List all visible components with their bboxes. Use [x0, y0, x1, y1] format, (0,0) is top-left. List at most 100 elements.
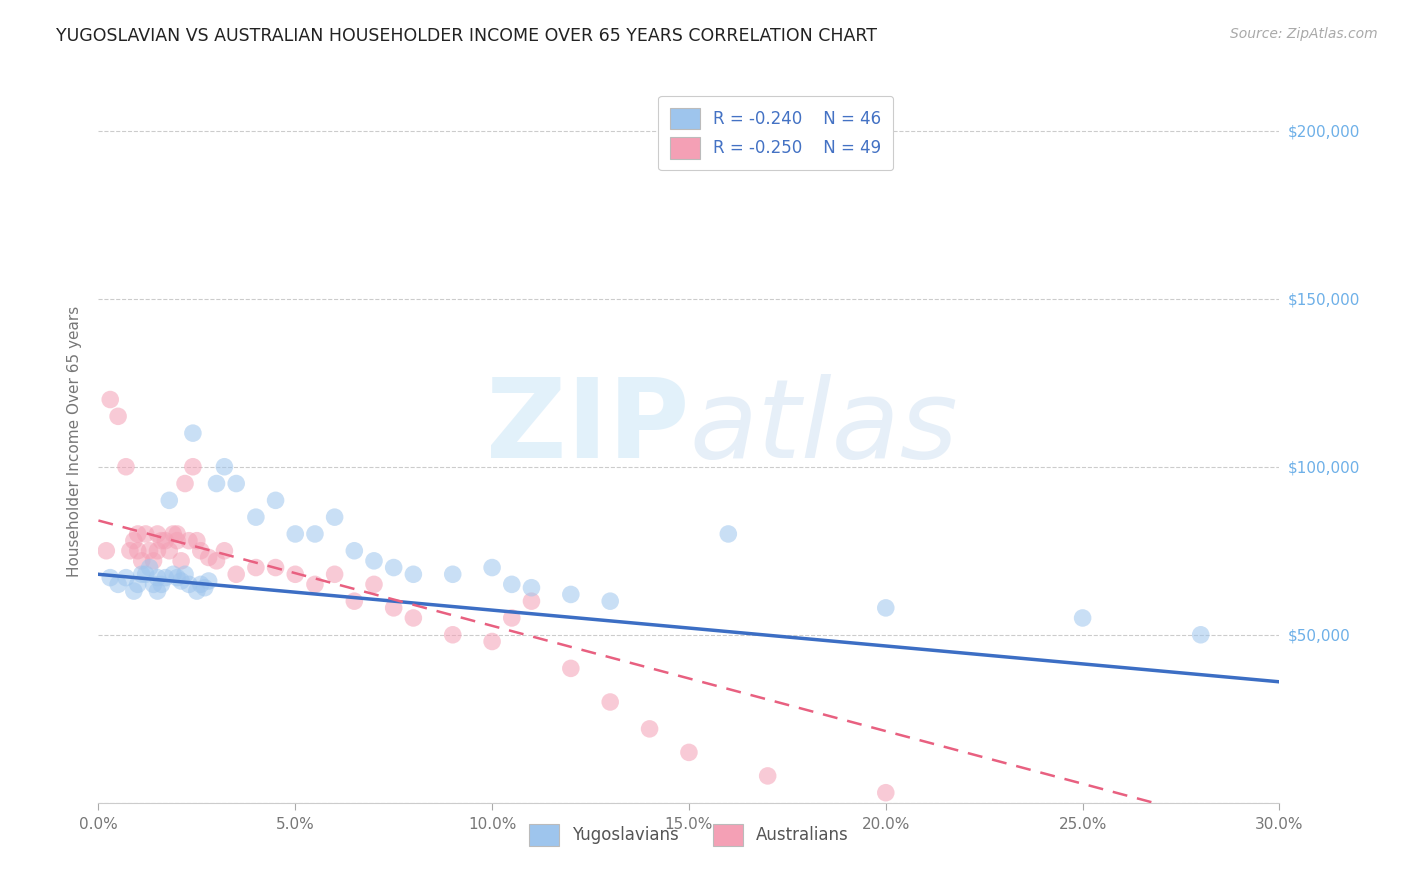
Point [245, 560, 267, 574]
Text: YUGOSLAVIAN VS AUSTRALIAN HOUSEHOLDER INCOME OVER 65 YEARS CORRELATION CHART: YUGOSLAVIAN VS AUSTRALIAN HOUSEHOLDER IN… [56, 27, 877, 45]
Y-axis label: Householder Income Over 65 years: Householder Income Over 65 years [67, 306, 83, 577]
Point [174, 476, 197, 491]
Point [146, 527, 169, 541]
Point [205, 476, 228, 491]
Point [127, 543, 149, 558]
Point [284, 527, 307, 541]
Point [304, 577, 326, 591]
Point [181, 426, 204, 441]
Point [756, 769, 779, 783]
Point [194, 581, 217, 595]
Point [717, 527, 740, 541]
Point [343, 543, 366, 558]
Point [402, 611, 425, 625]
Point [501, 611, 523, 625]
Point [150, 533, 173, 548]
Point [560, 661, 582, 675]
Point [197, 574, 219, 588]
Point [197, 550, 219, 565]
Point [678, 745, 700, 759]
Legend: Yugoslavians, Australians: Yugoslavians, Australians [523, 818, 855, 852]
Point [157, 493, 180, 508]
Point [166, 571, 188, 585]
Point [382, 560, 405, 574]
Point [166, 533, 188, 548]
Point [98, 392, 121, 407]
Point [146, 543, 169, 558]
Point [501, 577, 523, 591]
Point [214, 543, 236, 558]
Text: ZIP: ZIP [485, 374, 689, 481]
Point [107, 409, 129, 424]
Point [599, 594, 621, 608]
Point [96, 543, 118, 558]
Point [190, 543, 212, 558]
Point [481, 560, 503, 574]
Point [382, 600, 405, 615]
Point [363, 577, 385, 591]
Point [177, 533, 200, 548]
Point [177, 577, 200, 591]
Point [150, 577, 173, 591]
Point [186, 533, 208, 548]
Point [343, 594, 366, 608]
Point [127, 527, 149, 541]
Point [599, 695, 621, 709]
Point [638, 722, 661, 736]
Point [1071, 611, 1094, 625]
Point [520, 594, 543, 608]
Text: atlas: atlas [689, 374, 957, 481]
Point [115, 571, 138, 585]
Point [205, 554, 228, 568]
Point [107, 577, 129, 591]
Point [304, 527, 326, 541]
Point [186, 584, 208, 599]
Point [157, 543, 180, 558]
Point [118, 543, 141, 558]
Point [245, 510, 267, 524]
Point [170, 574, 193, 588]
Point [1189, 628, 1212, 642]
Point [155, 533, 177, 548]
Point [135, 527, 157, 541]
Point [122, 584, 145, 599]
Point [131, 567, 153, 582]
Text: Source: ZipAtlas.com: Source: ZipAtlas.com [1230, 27, 1378, 41]
Point [162, 527, 184, 541]
Point [174, 567, 197, 582]
Point [138, 543, 160, 558]
Point [441, 628, 464, 642]
Point [166, 527, 188, 541]
Point [323, 510, 346, 524]
Point [560, 587, 582, 601]
Point [441, 567, 464, 582]
Point [155, 571, 177, 585]
Point [264, 560, 287, 574]
Point [214, 459, 236, 474]
Point [875, 786, 897, 800]
Point [264, 493, 287, 508]
Point [127, 577, 149, 591]
Point [284, 567, 307, 582]
Point [181, 459, 204, 474]
Point [875, 600, 897, 615]
Point [225, 476, 247, 491]
Point [131, 554, 153, 568]
Point [115, 459, 138, 474]
Point [190, 577, 212, 591]
Point [225, 567, 247, 582]
Point [146, 571, 169, 585]
Point [142, 577, 165, 591]
Point [481, 634, 503, 648]
Point [135, 567, 157, 582]
Point [146, 584, 169, 599]
Point [170, 554, 193, 568]
Point [162, 567, 184, 582]
Point [363, 554, 385, 568]
Point [323, 567, 346, 582]
Point [138, 560, 160, 574]
Point [402, 567, 425, 582]
Point [98, 571, 121, 585]
Point [142, 554, 165, 568]
Point [520, 581, 543, 595]
